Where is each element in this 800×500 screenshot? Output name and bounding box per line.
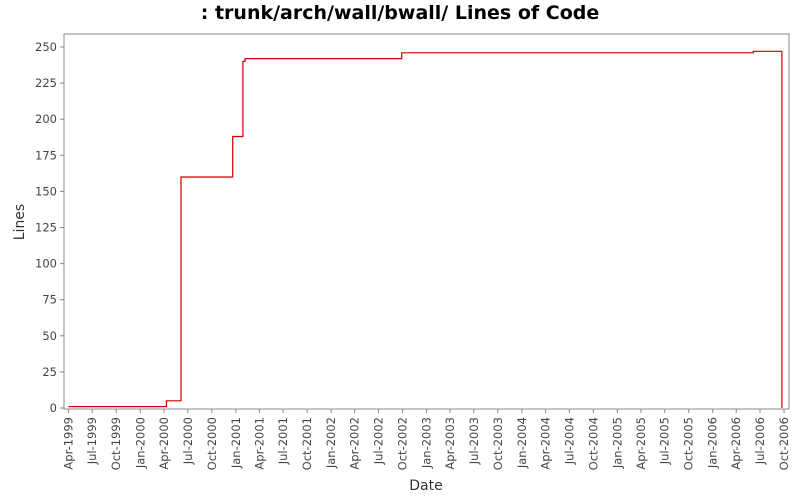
x-tick-label: Apr-2005 — [634, 417, 648, 470]
x-tick-label: Jul-2005 — [658, 417, 672, 465]
y-tick-label: 175 — [35, 148, 57, 162]
x-tick-label: Oct-2003 — [491, 417, 505, 470]
x-tick-label: Jul-2000 — [181, 417, 195, 465]
x-tick-label: Apr-2006 — [729, 417, 743, 470]
x-tick-label: Jan-2003 — [420, 417, 434, 469]
x-tick-label: Jul-2001 — [276, 417, 290, 465]
x-tick-label: Jan-2002 — [324, 417, 338, 469]
x-tick-label: Jul-2002 — [371, 417, 385, 465]
x-tick-label: Oct-1999 — [109, 417, 123, 470]
y-tick-label: 250 — [35, 40, 57, 54]
x-tick-label: Apr-2003 — [443, 417, 457, 470]
x-tick-label: Jan-2005 — [610, 417, 624, 469]
x-axis: Apr-1999 Jul-1999 Oct-1999 Jan-2000 Apr-2000… — [61, 409, 791, 470]
chart-title: : trunk/arch/wall/bwall/ Lines of Code — [200, 2, 600, 24]
x-tick-label: Jul-2004 — [562, 417, 576, 465]
series-layer — [68, 50, 783, 408]
x-tick-label: Oct-2000 — [205, 417, 219, 470]
x-tick-label: Apr-2000 — [157, 417, 171, 470]
y-tick-label: 75 — [42, 293, 57, 307]
y-axis-label: Lines — [12, 204, 28, 240]
y-axis: 0 25 50 75 100 125 150 175 200 225 250 — [35, 40, 64, 415]
x-tick-label: Jul-1999 — [85, 417, 99, 465]
x-tick-label: Oct-2002 — [395, 417, 409, 470]
y-tick-label: 125 — [35, 221, 57, 235]
x-tick-label: Apr-2002 — [348, 417, 362, 470]
x-tick-label: Oct-2001 — [300, 417, 314, 470]
y-tick-label: 0 — [50, 401, 57, 415]
y-tick-label: 50 — [42, 329, 57, 343]
y-tick-label: 150 — [35, 184, 57, 198]
x-axis-label: Date — [409, 478, 442, 494]
series-line — [68, 50, 783, 408]
y-tick-label: 225 — [35, 76, 57, 90]
y-tick-label: 25 — [42, 365, 57, 379]
plot-area — [63, 33, 790, 410]
y-tick-label: 200 — [35, 112, 57, 126]
x-tick-label: Apr-1999 — [61, 417, 75, 470]
x-tick-label: Jul-2003 — [467, 417, 481, 465]
x-tick-label: Jan-2004 — [515, 417, 529, 469]
x-tick-label: Oct-2004 — [586, 417, 600, 470]
x-tick-label: Jan-2006 — [706, 417, 720, 469]
x-tick-label: Oct-2005 — [682, 417, 696, 470]
x-tick-label: Jul-2006 — [753, 417, 767, 465]
x-tick-label: Apr-2001 — [252, 417, 266, 470]
x-tick-label: Oct-2006 — [777, 417, 791, 470]
x-tick-label: Apr-2004 — [539, 417, 553, 470]
x-tick-label: Jan-2000 — [133, 417, 147, 469]
y-tick-label: 100 — [35, 257, 57, 271]
x-tick-label: Jan-2001 — [229, 417, 243, 469]
